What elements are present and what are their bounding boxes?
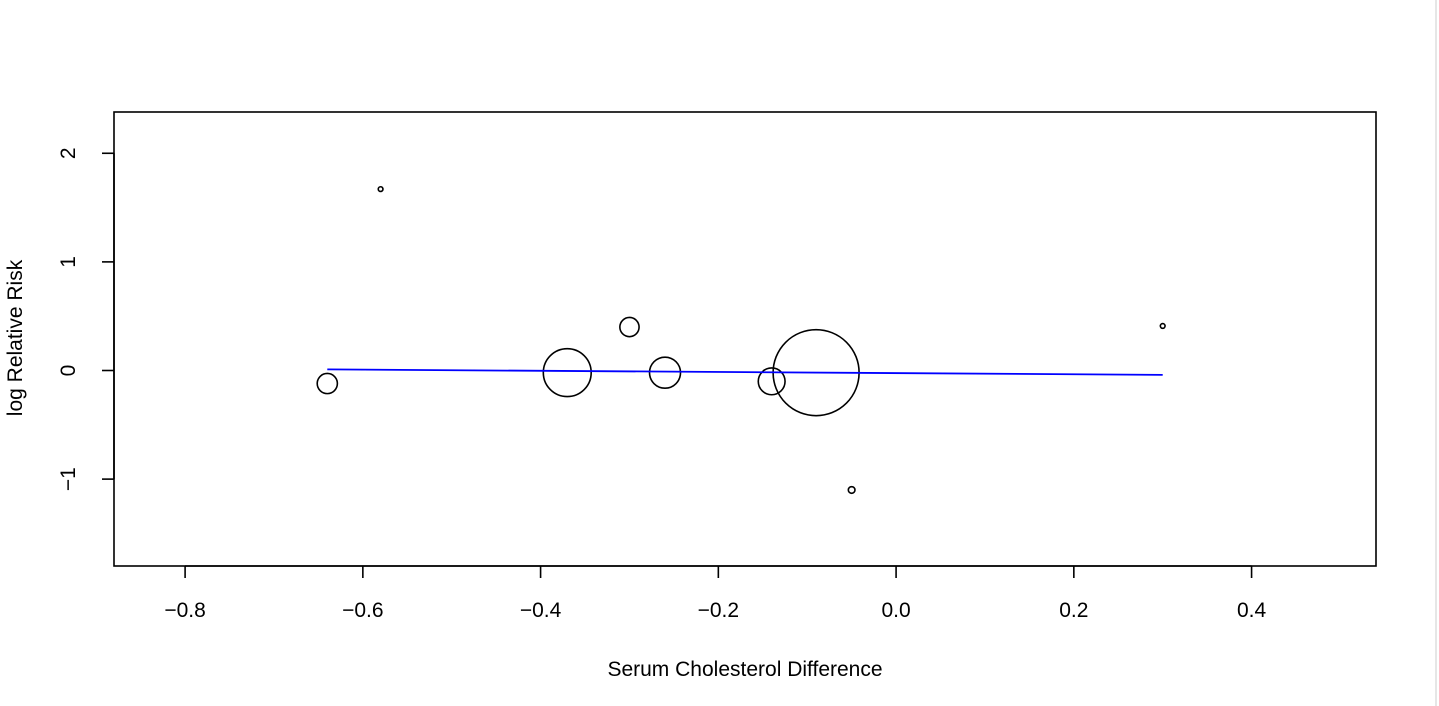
y-axis-title: log Relative Risk (4, 259, 27, 416)
data-point (619, 316, 640, 338)
y-tick-label: 1 (57, 256, 80, 268)
x-tick-label: −0.2 (698, 599, 739, 622)
y-tick-label: −1 (57, 467, 80, 491)
data-point (377, 185, 384, 193)
y-tick-label: 0 (57, 365, 80, 377)
plot-frame (113, 111, 1377, 567)
data-point (1159, 322, 1166, 330)
x-tick-label: 0.4 (1237, 599, 1267, 622)
x-tick-label: −0.4 (520, 599, 562, 622)
fit-line-group (327, 368, 1163, 376)
x-axis: −0.8 −0.6 −0.4 −0.2 0.0 0.2 0.4 (164, 565, 1267, 622)
data-points (316, 185, 1166, 495)
data-point (757, 367, 786, 396)
x-tick-label: −0.6 (342, 599, 383, 622)
data-point (648, 356, 682, 389)
y-axis: −1 0 1 2 (57, 147, 115, 491)
window-edge (1435, 0, 1437, 706)
x-axis-title: Serum Cholesterol Difference (607, 658, 882, 681)
y-tick-label: 2 (57, 147, 80, 159)
fit-line (327, 368, 1163, 376)
data-point (316, 372, 339, 395)
x-tick-label: 0.2 (1059, 599, 1088, 622)
data-point (542, 347, 592, 398)
x-tick-label: 0.0 (881, 599, 910, 622)
data-point (847, 485, 856, 495)
x-tick-label: −0.8 (164, 599, 205, 622)
